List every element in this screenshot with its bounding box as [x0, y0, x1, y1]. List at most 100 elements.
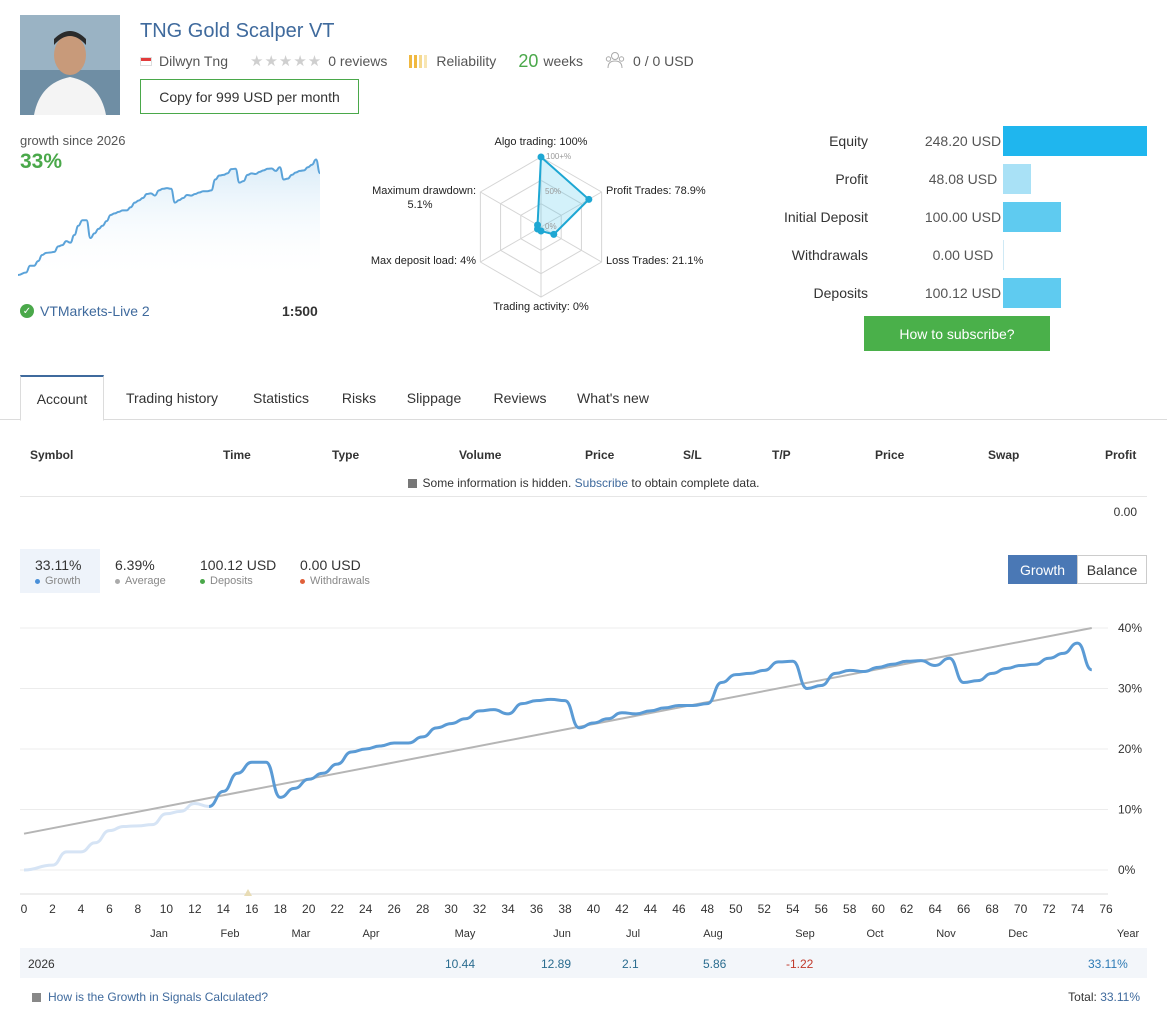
radar-point: [585, 195, 593, 203]
growth-calc-link[interactable]: How is the Growth in Signals Calculated?: [48, 990, 269, 1004]
x-tick-label: 12: [188, 902, 202, 916]
summary-label: Growth: [45, 575, 81, 587]
toggle-growth[interactable]: Growth: [1008, 555, 1077, 584]
signal-title[interactable]: TNG Gold Scalper VT: [140, 20, 335, 42]
y-tick-label: 30%: [1118, 682, 1142, 696]
x-tick-label: 4: [78, 902, 85, 916]
x-tick-label: 28: [416, 902, 430, 916]
month-label: Aug: [703, 928, 723, 940]
footer-total: Total: 33.11%: [1000, 990, 1140, 1004]
year-row: 2026 10.44 12.89 2.1 5.86 -1.22 33.11%: [20, 948, 1147, 978]
star-rating-icon: ★★★★★: [250, 53, 323, 70]
col-volume[interactable]: Volume: [459, 448, 502, 462]
x-tick-label: 72: [1042, 902, 1056, 916]
x-tick-label: 38: [558, 902, 572, 916]
x-tick-label: 50: [729, 902, 743, 916]
x-tick-label: 2: [49, 902, 56, 916]
author[interactable]: Dilwyn Tng: [140, 53, 228, 69]
summary-average: 6.39% Average: [105, 549, 185, 593]
radar-label-algo: Algo trading: 100%: [495, 136, 588, 148]
growth-line-early: [23, 801, 210, 872]
summary-value: 33.11%: [35, 557, 82, 573]
toggle-balance[interactable]: Balance: [1077, 555, 1147, 584]
chart-x-labels: 0 2 4 6 8 10 12 14 16 18 20 22 24 26 28 30 32 34 36 38 40 42 4…: [21, 902, 1113, 916]
tab-reviews[interactable]: Reviews: [493, 389, 547, 406]
x-tick-label: 74: [1071, 902, 1085, 916]
tab-trading-history[interactable]: Trading history: [125, 389, 219, 406]
legend-dot-icon: [300, 578, 305, 584]
radar-label-activity: Trading activity: 0%: [493, 301, 589, 313]
subscribe-link[interactable]: Subscribe: [574, 476, 629, 490]
summary-value: 0.00 USD: [300, 557, 361, 573]
x-tick-label: 58: [843, 902, 857, 916]
summary-value: 100.12 USD: [200, 557, 277, 573]
copy-subscribe-button[interactable]: Copy for 999 USD per month: [140, 79, 359, 114]
x-tick-label: 14: [217, 902, 231, 916]
how-to-subscribe-button[interactable]: How to subscribe?: [864, 316, 1050, 351]
x-tick-label: 32: [473, 902, 487, 916]
legend-dot-icon: [115, 578, 120, 584]
mini-growth-chart: [18, 158, 321, 280]
broker[interactable]: ✓ VTMarkets-Live 2: [20, 303, 150, 319]
tab-account[interactable]: Account: [20, 375, 104, 421]
broker-name[interactable]: VTMarkets-Live 2: [40, 303, 150, 319]
radar-point: [537, 153, 545, 161]
divider: [20, 496, 1147, 497]
rating[interactable]: ★★★★★ 0 reviews: [250, 52, 387, 70]
signal-meta: Dilwyn Tng ★★★★★ 0 reviews Reliability 2…: [140, 51, 716, 72]
growth-since-label: growth since 2026: [20, 133, 126, 148]
subscribers-icon: [605, 51, 625, 72]
col-sl[interactable]: S/L: [683, 448, 702, 462]
avatar-image: [20, 15, 120, 115]
tab-whats-new[interactable]: What's new: [577, 389, 649, 406]
month-label: Sep: [795, 928, 815, 940]
year-cell-jul: 2.1: [622, 957, 639, 971]
author-name[interactable]: Dilwyn Tng: [159, 53, 228, 69]
year-label: 2026: [28, 957, 55, 971]
col-swap[interactable]: Swap: [988, 448, 1020, 462]
hidden-prefix: Some information is hidden.: [422, 476, 572, 490]
hidden-info-note: Some information is hidden. Subscribe to…: [0, 476, 1167, 490]
tab-risks[interactable]: Risks: [341, 389, 377, 406]
col-type[interactable]: Type: [332, 448, 360, 462]
col-price-close[interactable]: Price: [875, 448, 905, 462]
summary-deposits: 100.12 USD Deposits: [190, 549, 285, 593]
col-symbol[interactable]: Symbol: [30, 448, 74, 462]
total-value: 33.11%: [1100, 990, 1140, 1004]
mini-chart-area: [18, 159, 320, 280]
radar-label-profit-trades: Profit Trades: 78.9%: [606, 185, 706, 197]
author-avatar[interactable]: [20, 15, 120, 115]
tab-slippage[interactable]: Slippage: [406, 389, 462, 406]
year-cell-year: 33.11%: [1088, 957, 1128, 971]
summary-label: Withdrawals: [310, 575, 370, 587]
tab-statistics[interactable]: Statistics: [252, 389, 309, 406]
year-cell-may: 10.44: [445, 957, 476, 971]
x-tick-label: 30: [444, 902, 458, 916]
account-row-value: 0.00 USD: [932, 247, 994, 263]
reliability-label: Reliability: [436, 53, 497, 69]
col-profit[interactable]: Profit: [1105, 448, 1137, 462]
reviews-count[interactable]: 0 reviews: [328, 53, 388, 69]
reliability: Reliability: [409, 53, 496, 69]
radar-ring-50: 50%: [545, 187, 561, 196]
x-tick-label: 42: [615, 902, 629, 916]
weeks-label: weeks: [543, 53, 584, 69]
growth-percent: 33%: [20, 150, 63, 173]
summary-label: Deposits: [210, 575, 253, 587]
summary-growth[interactable]: 33.11% Growth: [20, 549, 100, 593]
growth-calc-help[interactable]: How is the Growth in Signals Calculated?: [32, 990, 268, 1004]
col-time[interactable]: Time: [223, 448, 251, 462]
radar-point: [550, 230, 558, 238]
x-tick-label: 48: [701, 902, 715, 916]
col-price-open[interactable]: Price: [585, 448, 615, 462]
total-profit: 0.00: [1113, 505, 1137, 519]
account-row-bar: [1003, 164, 1031, 194]
average-trend-line: [23, 627, 1092, 835]
radar-spoke: [480, 191, 542, 228]
year-cell-aug: 5.86: [703, 957, 727, 971]
radar-label-drawdown: Maximum drawdown:: [372, 185, 476, 197]
radar-label-loss-trades: Loss Trades: 21.1%: [606, 255, 703, 267]
singapore-flag-icon: [140, 56, 152, 66]
col-tp[interactable]: T/P: [772, 448, 791, 462]
radar-ring-0: 0%: [545, 222, 557, 231]
